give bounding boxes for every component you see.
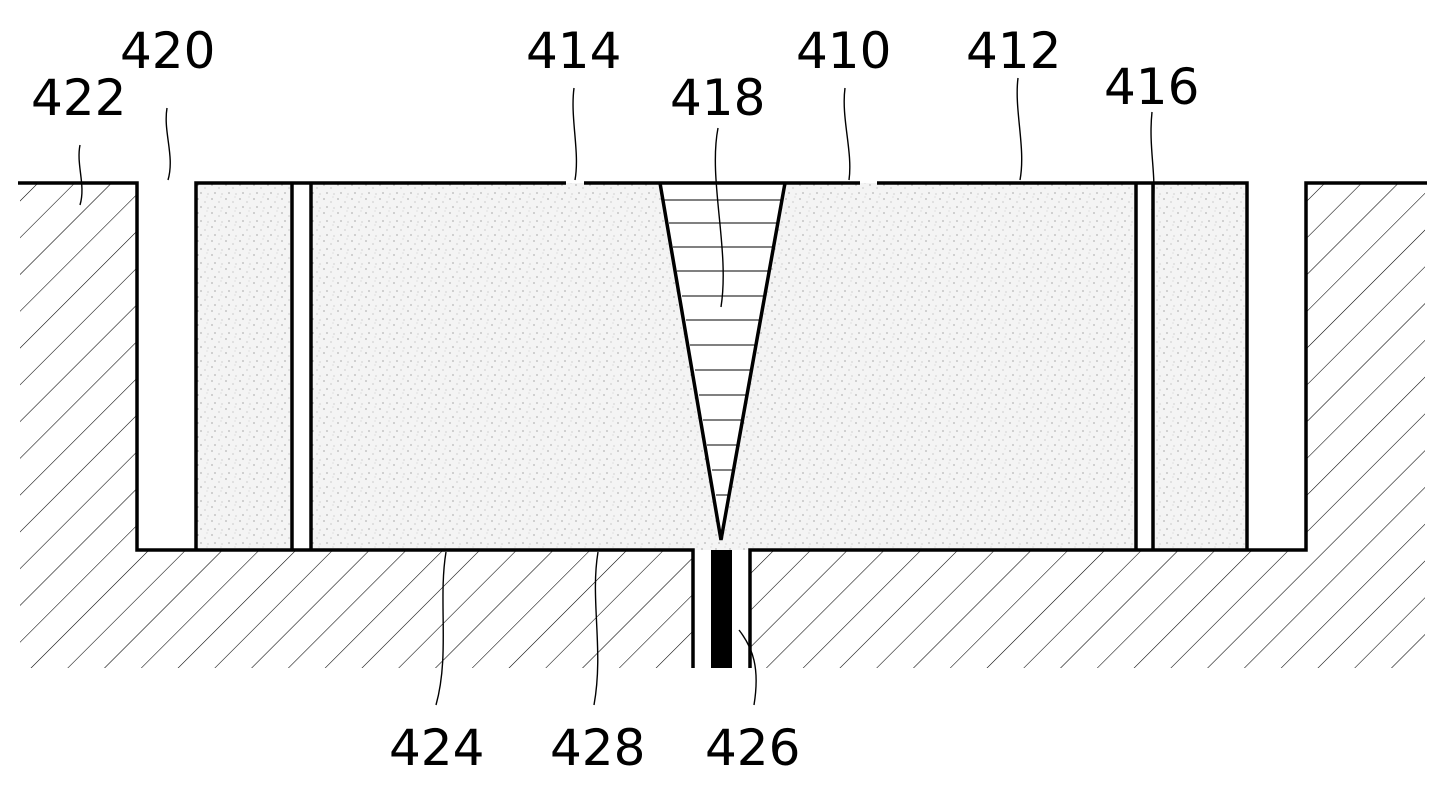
- label-410: 410: [796, 22, 891, 80]
- label-424: 424: [389, 719, 484, 777]
- stippled-right-ring: [1153, 183, 1247, 550]
- label-420: 420: [120, 22, 215, 80]
- label-418: 418: [670, 69, 765, 127]
- label-412: 412: [966, 22, 1061, 80]
- electrode-426: [711, 550, 732, 668]
- stippled-left-ring: [196, 183, 292, 550]
- label-426: 426: [705, 719, 800, 777]
- label-416: 416: [1104, 58, 1199, 116]
- label-422: 422: [31, 69, 126, 127]
- label-428: 428: [550, 719, 645, 777]
- label-414: 414: [526, 22, 621, 80]
